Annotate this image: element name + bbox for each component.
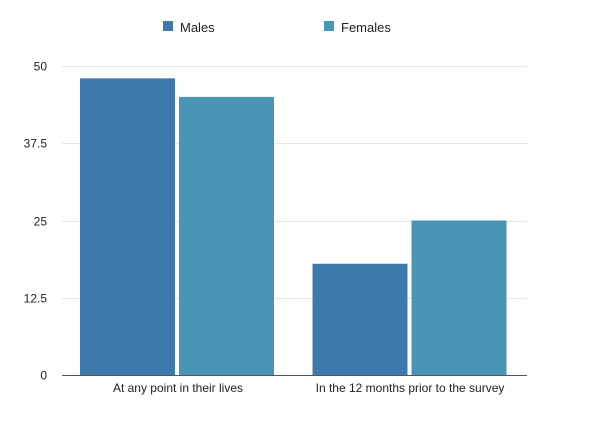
bar-males-0 <box>80 78 175 376</box>
y-tick-label: 25 <box>34 215 48 229</box>
category-label-0: At any point in their lives <box>113 381 243 395</box>
bar-females-0 <box>179 96 274 376</box>
y-tick-label: 37.5 <box>24 137 48 151</box>
x-axis-category-labels: At any point in their lives In the 12 mo… <box>113 381 504 395</box>
legend: Males Females <box>163 20 391 35</box>
legend-swatch-females <box>324 21 334 31</box>
bars <box>80 78 507 376</box>
y-tick-label: 12.5 <box>24 292 48 306</box>
legend-label-females: Females <box>341 20 391 35</box>
y-axis-tick-labels: 0 12.5 25 37.5 50 <box>24 60 48 383</box>
legend-swatch-males <box>163 21 173 31</box>
category-label-1: In the 12 months prior to the survey <box>316 381 505 395</box>
y-tick-label: 50 <box>34 60 48 74</box>
bar-females-1 <box>411 220 507 375</box>
y-tick-label: 0 <box>40 369 47 383</box>
bar-males-1 <box>312 263 408 375</box>
legend-label-males: Males <box>180 20 215 35</box>
